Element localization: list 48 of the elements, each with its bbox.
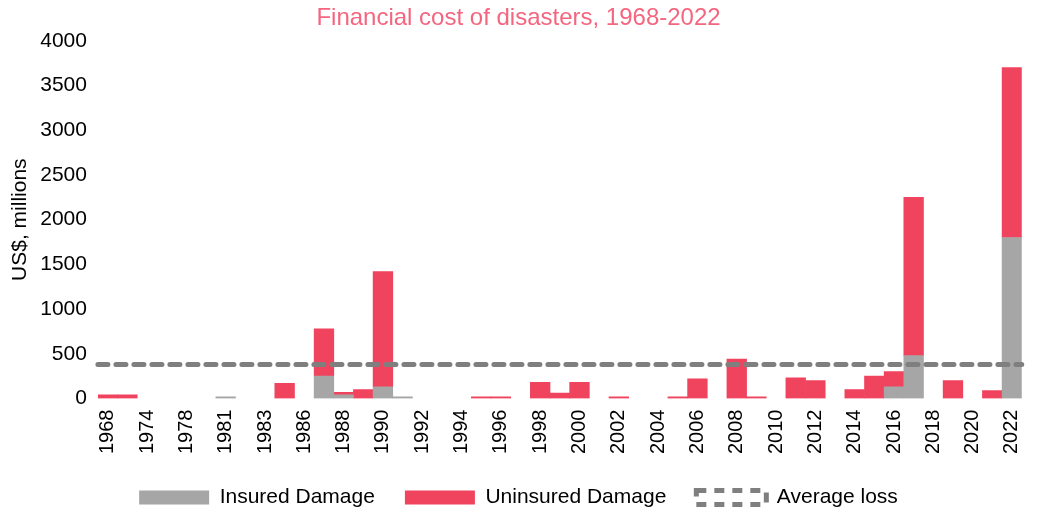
x-tick-label: 2010 [763, 409, 786, 455]
y-tick-label: 2000 [40, 206, 87, 230]
legend-label: Insured Damage [219, 484, 375, 508]
bar [942, 380, 964, 399]
x-tick-label: 1992 [409, 409, 432, 455]
legend-label: Uninsured Damage [485, 484, 667, 508]
bar [982, 390, 1003, 399]
bar [215, 396, 236, 399]
y-tick-label: 4000 [40, 27, 87, 51]
x-tick-label: 2022 [999, 409, 1022, 455]
x-tick-label: 1974 [134, 409, 157, 455]
x-tick-label: 1990 [370, 409, 393, 455]
x-tick-label: 2012 [802, 409, 825, 455]
x-tick-label: 2008 [724, 409, 747, 455]
y-tick-label: 3000 [40, 117, 87, 141]
y-tick-label: 500 [51, 340, 87, 364]
y-tick-label: 3500 [40, 72, 87, 96]
legend-label: Average loss [776, 484, 898, 508]
x-tick-label: 2002 [606, 409, 629, 455]
x-tick-label: 2018 [920, 409, 943, 455]
y-tick-label: 0 [75, 385, 87, 409]
y-tick-label: 1000 [40, 295, 87, 319]
x-tick-label: 2000 [567, 409, 590, 455]
x-tick-label: 2014 [842, 409, 865, 455]
chart-title: Financial cost of disasters, 1968-2022 [316, 3, 721, 31]
x-tick-label: 2020 [960, 409, 983, 455]
x-tick-label: 1968 [95, 409, 118, 455]
x-tick-label: 1981 [213, 409, 236, 455]
x-tick-label: 2016 [881, 409, 904, 455]
bar [1001, 67, 1022, 238]
x-tick-label: 1988 [331, 409, 354, 455]
bar [903, 196, 924, 356]
y-tick-label: 1500 [40, 251, 87, 275]
bar [608, 396, 629, 399]
bar [274, 382, 295, 399]
x-tick-label: 1978 [173, 409, 196, 455]
y-axis-title: US$, millions [7, 158, 31, 281]
bar [313, 328, 335, 377]
x-tick-label: 2006 [684, 409, 707, 455]
x-tick-label: 1986 [291, 409, 314, 455]
x-tick-label: 1994 [449, 409, 472, 455]
x-tick-label: 1998 [527, 409, 550, 455]
x-tick-label: 1996 [488, 409, 511, 455]
bar [1001, 237, 1022, 399]
x-tick-label: 1983 [252, 409, 275, 455]
y-tick-label: 2500 [40, 161, 87, 185]
bar [372, 271, 394, 388]
x-tick-label: 2004 [645, 409, 668, 455]
